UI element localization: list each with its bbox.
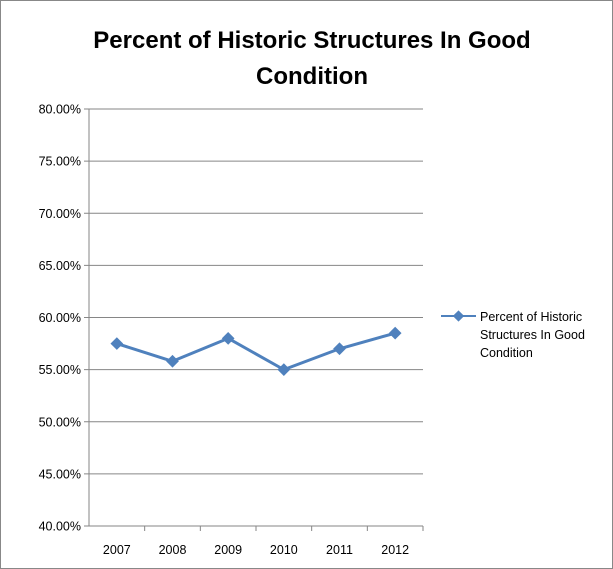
x-axis-tick-label: 2010 <box>270 543 298 557</box>
series-line <box>116 331 396 372</box>
chart-title: Percent of Historic Structures In Good C… <box>93 27 530 90</box>
x-axis-tick-label: 2011 <box>326 543 353 557</box>
legend-label-line-3: Condition <box>480 346 533 360</box>
y-axis-tick-label: 65.00% <box>39 259 81 273</box>
gridlines <box>84 108 423 527</box>
legend: Percent of Historic Structures In Good C… <box>441 310 585 360</box>
series-group <box>110 326 402 376</box>
data-point-marker <box>388 326 402 340</box>
axes <box>88 109 424 531</box>
y-axis-tick-label: 45.00% <box>39 467 81 481</box>
y-axis-tick-label: 80.00% <box>39 103 81 117</box>
y-axis-tick-label: 40.00% <box>39 520 81 534</box>
data-point-marker <box>110 337 124 350</box>
legend-label-line-1: Percent of Historic <box>480 310 582 324</box>
x-axis-tick-label: 2007 <box>103 543 131 557</box>
data-point-marker <box>166 354 179 368</box>
legend-marker-swatch <box>452 310 465 322</box>
y-axis-tick-label: 50.00% <box>39 415 81 429</box>
y-axis-tick-label: 75.00% <box>39 155 81 169</box>
data-point-marker <box>333 342 346 356</box>
x-axis-tick-label: 2008 <box>159 543 187 557</box>
data-point-marker <box>221 331 235 345</box>
y-axis-tick-labels: 40.00% 45.00% 50.00% 55.00% 60.00% 65.00% 70.0… <box>39 103 81 534</box>
y-axis-tick-label: 60.00% <box>39 311 81 325</box>
chart-title-line-1: Percent of Historic Structures In Good <box>93 27 530 54</box>
y-axis-tick-label: 55.00% <box>39 363 81 377</box>
y-axis-tick-label: 70.00% <box>39 207 81 221</box>
chart-title-line-2: Condition <box>256 63 368 90</box>
x-axis-tick-label: 2012 <box>381 543 409 557</box>
x-axis-tick-label: 2009 <box>214 543 242 557</box>
x-axis-tick-labels: 2007 2008 2009 2010 2011 2012 <box>103 543 409 557</box>
legend-label-line-2: Structures In Good <box>480 328 585 342</box>
data-point-marker <box>277 363 291 376</box>
